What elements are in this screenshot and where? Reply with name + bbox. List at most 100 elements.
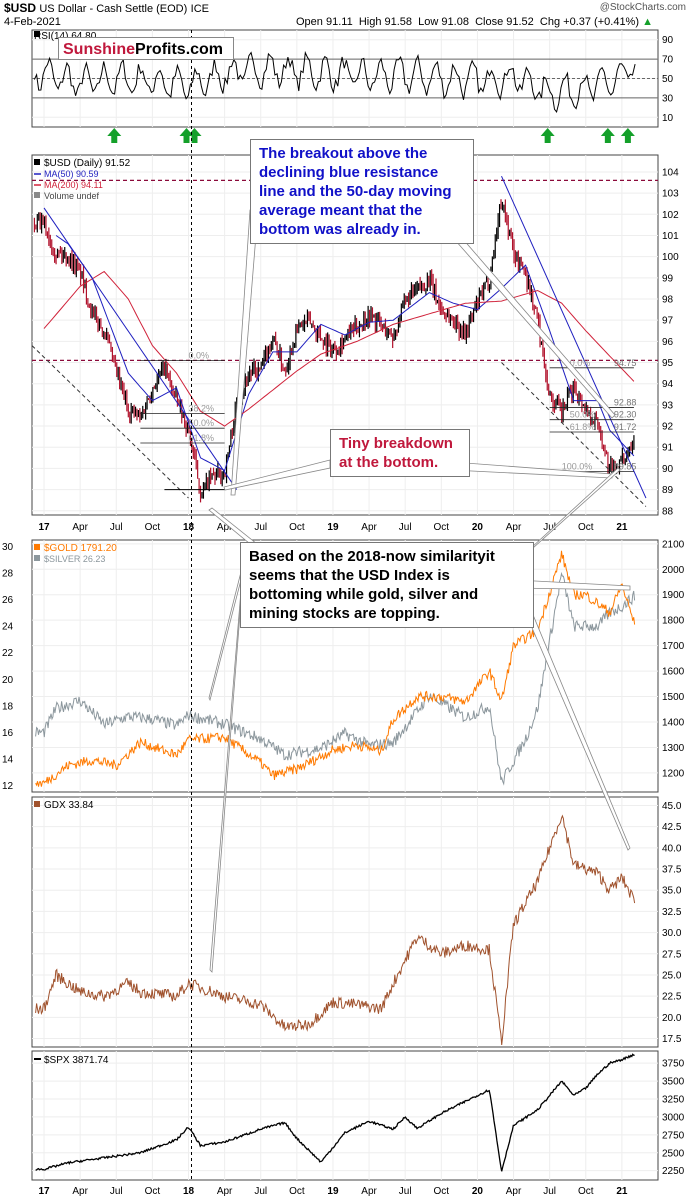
ytick-spx-1: 2500 [662,1148,685,1159]
ytick-silver-8: 28 [2,569,14,580]
ytick-usd-14: 102 [662,210,679,221]
ytick-silver-5: 22 [2,648,14,659]
silver-line [35,571,636,786]
close-value: 91.52 [506,16,534,28]
ytick-usd-3: 91 [662,443,674,454]
ytick-gdx-4: 27.5 [662,949,682,960]
ytick-usd-2: 90 [662,464,674,475]
xtick-bottom-8: 19 [327,1186,339,1197]
panel-frame-gdx [31,796,659,1048]
ytick-gdx-2: 22.5 [662,992,682,1003]
xtick-mid-7: Oct [289,522,305,533]
ytick-gold-3: 1500 [662,692,685,703]
ytick-gdx-5: 30.0 [662,928,682,939]
fib2020-value-0: 94.75 [614,358,637,368]
ytick-rsi-4: 90 [662,35,674,46]
xtick-bottom-15: Oct [578,1186,594,1197]
fib2020-label-3: 61.8% [570,422,596,432]
xtick-mid-15: Oct [578,522,594,533]
ytick-gold-1: 1300 [662,743,685,754]
ma50-line [55,235,635,472]
buy-arrow-icon-2 [187,128,202,143]
ytick-silver-3: 18 [2,701,14,712]
ytick-silver-7: 26 [2,595,14,606]
fib2018-label-2: 50.0% [189,418,215,428]
up-triangle-icon: ▲ [642,16,653,28]
high-label: High [358,16,382,28]
xtick-bottom-6: Jul [254,1186,267,1197]
usd-legend-volume-swatch [34,192,40,198]
exchange: ICE [190,3,209,15]
buy-arrow-icon-3 [540,128,555,143]
xtick-mid-14: Jul [543,522,556,533]
xtick-bottom-13: Apr [506,1186,522,1197]
ytick-usd-13: 101 [662,231,679,242]
ytick-usd-12: 100 [662,252,679,263]
xtick-bottom-3: Oct [145,1186,161,1197]
change-value: +0.37 (+0.41%) [563,16,640,28]
ytick-gold-2: 1400 [662,718,685,729]
symbol-description: US Dollar - Cash Settle (EOD) [39,3,188,15]
ytick-gdx-6: 32.5 [662,907,682,918]
ytick-spx-2: 2750 [662,1130,685,1141]
usd-legend-price-swatch [34,159,40,165]
annotation-similarity: Based on the 2018-now similarityit seems… [240,542,534,628]
xtick-mid-12: 20 [472,522,484,533]
ytick-gdx-1: 20.0 [662,1013,682,1024]
ytick-usd-15: 103 [662,189,679,200]
buy-arrow-icon-0 [107,128,122,143]
ytick-silver-4: 20 [2,675,14,686]
usd-legend-ma50: MA(50) 90.59 [44,169,99,179]
fib2020-value-1: 92.88 [614,397,637,407]
xtick-bottom-12: 20 [472,1186,484,1197]
ytick-rsi-2: 50 [662,74,674,85]
ytick-silver-1: 14 [2,754,14,765]
xtick-mid-4: 18 [183,522,195,533]
annotation-breakout: The breakout above the declining blue re… [250,139,474,244]
ytick-usd-16: 104 [662,167,679,178]
usd-legend-ma200: MA(200) 94.11 [44,180,103,190]
usd-legend-volume: Volume undef [44,191,100,201]
ytick-usd-1: 89 [662,485,674,496]
ytick-rsi-1: 30 [662,93,674,104]
ytick-usd-0: 88 [662,506,674,517]
ytick-gold-5: 1700 [662,641,685,652]
fib2018-label-1: 38.2% [189,403,215,413]
logo-part-profits: Profits.com [135,41,224,58]
xtick-mid-16: 21 [616,522,628,533]
ytick-gdx-9: 40.0 [662,843,682,854]
chart-date: 4-Feb-2021 [4,16,61,28]
silver-legend-swatch [34,555,40,561]
ytick-gdx-11: 45.0 [662,801,682,812]
xtick-bottom-10: Jul [399,1186,412,1197]
fib2020-value-3: 91.72 [614,422,637,432]
ytick-spx-0: 2250 [662,1166,685,1177]
xtick-mid-8: 19 [327,522,339,533]
gold-legend-swatch [34,544,40,550]
gold-legend: $GOLD 1791.20 [44,543,117,554]
ytick-usd-11: 99 [662,273,674,284]
ytick-gold-8: 2000 [662,565,685,576]
xtick-bottom-5: Apr [217,1186,233,1197]
rsi-line [33,50,636,113]
fib2018-label-0: 0.0% [189,350,210,360]
xtick-mid-10: Jul [399,522,412,533]
ytick-spx-4: 3250 [662,1095,685,1106]
support-line-2020 [501,362,647,507]
ytick-spx-3: 3000 [662,1112,685,1123]
high-value: 91.58 [384,16,413,28]
ytick-gdx-0: 17.5 [662,1034,682,1045]
xtick-mid-5: Apr [217,522,233,533]
xtick-mid-9: Apr [361,522,377,533]
xtick-bottom-1: Apr [72,1186,88,1197]
usd-legend-price: $USD (Daily) 91.52 [44,158,131,169]
ytick-silver-9: 30 [2,542,14,553]
spx-line [35,1053,635,1172]
logo-part-sunshine: Sunshine [63,41,136,58]
close-label: Close [475,16,504,28]
ytick-rsi-3: 70 [662,55,674,66]
silver-legend: $SILVER 26.23 [44,554,105,564]
gdx-line [35,814,636,1046]
ytick-rsi-0: 10 [662,113,674,124]
fib2020-label-2: 50.0% [570,410,596,420]
